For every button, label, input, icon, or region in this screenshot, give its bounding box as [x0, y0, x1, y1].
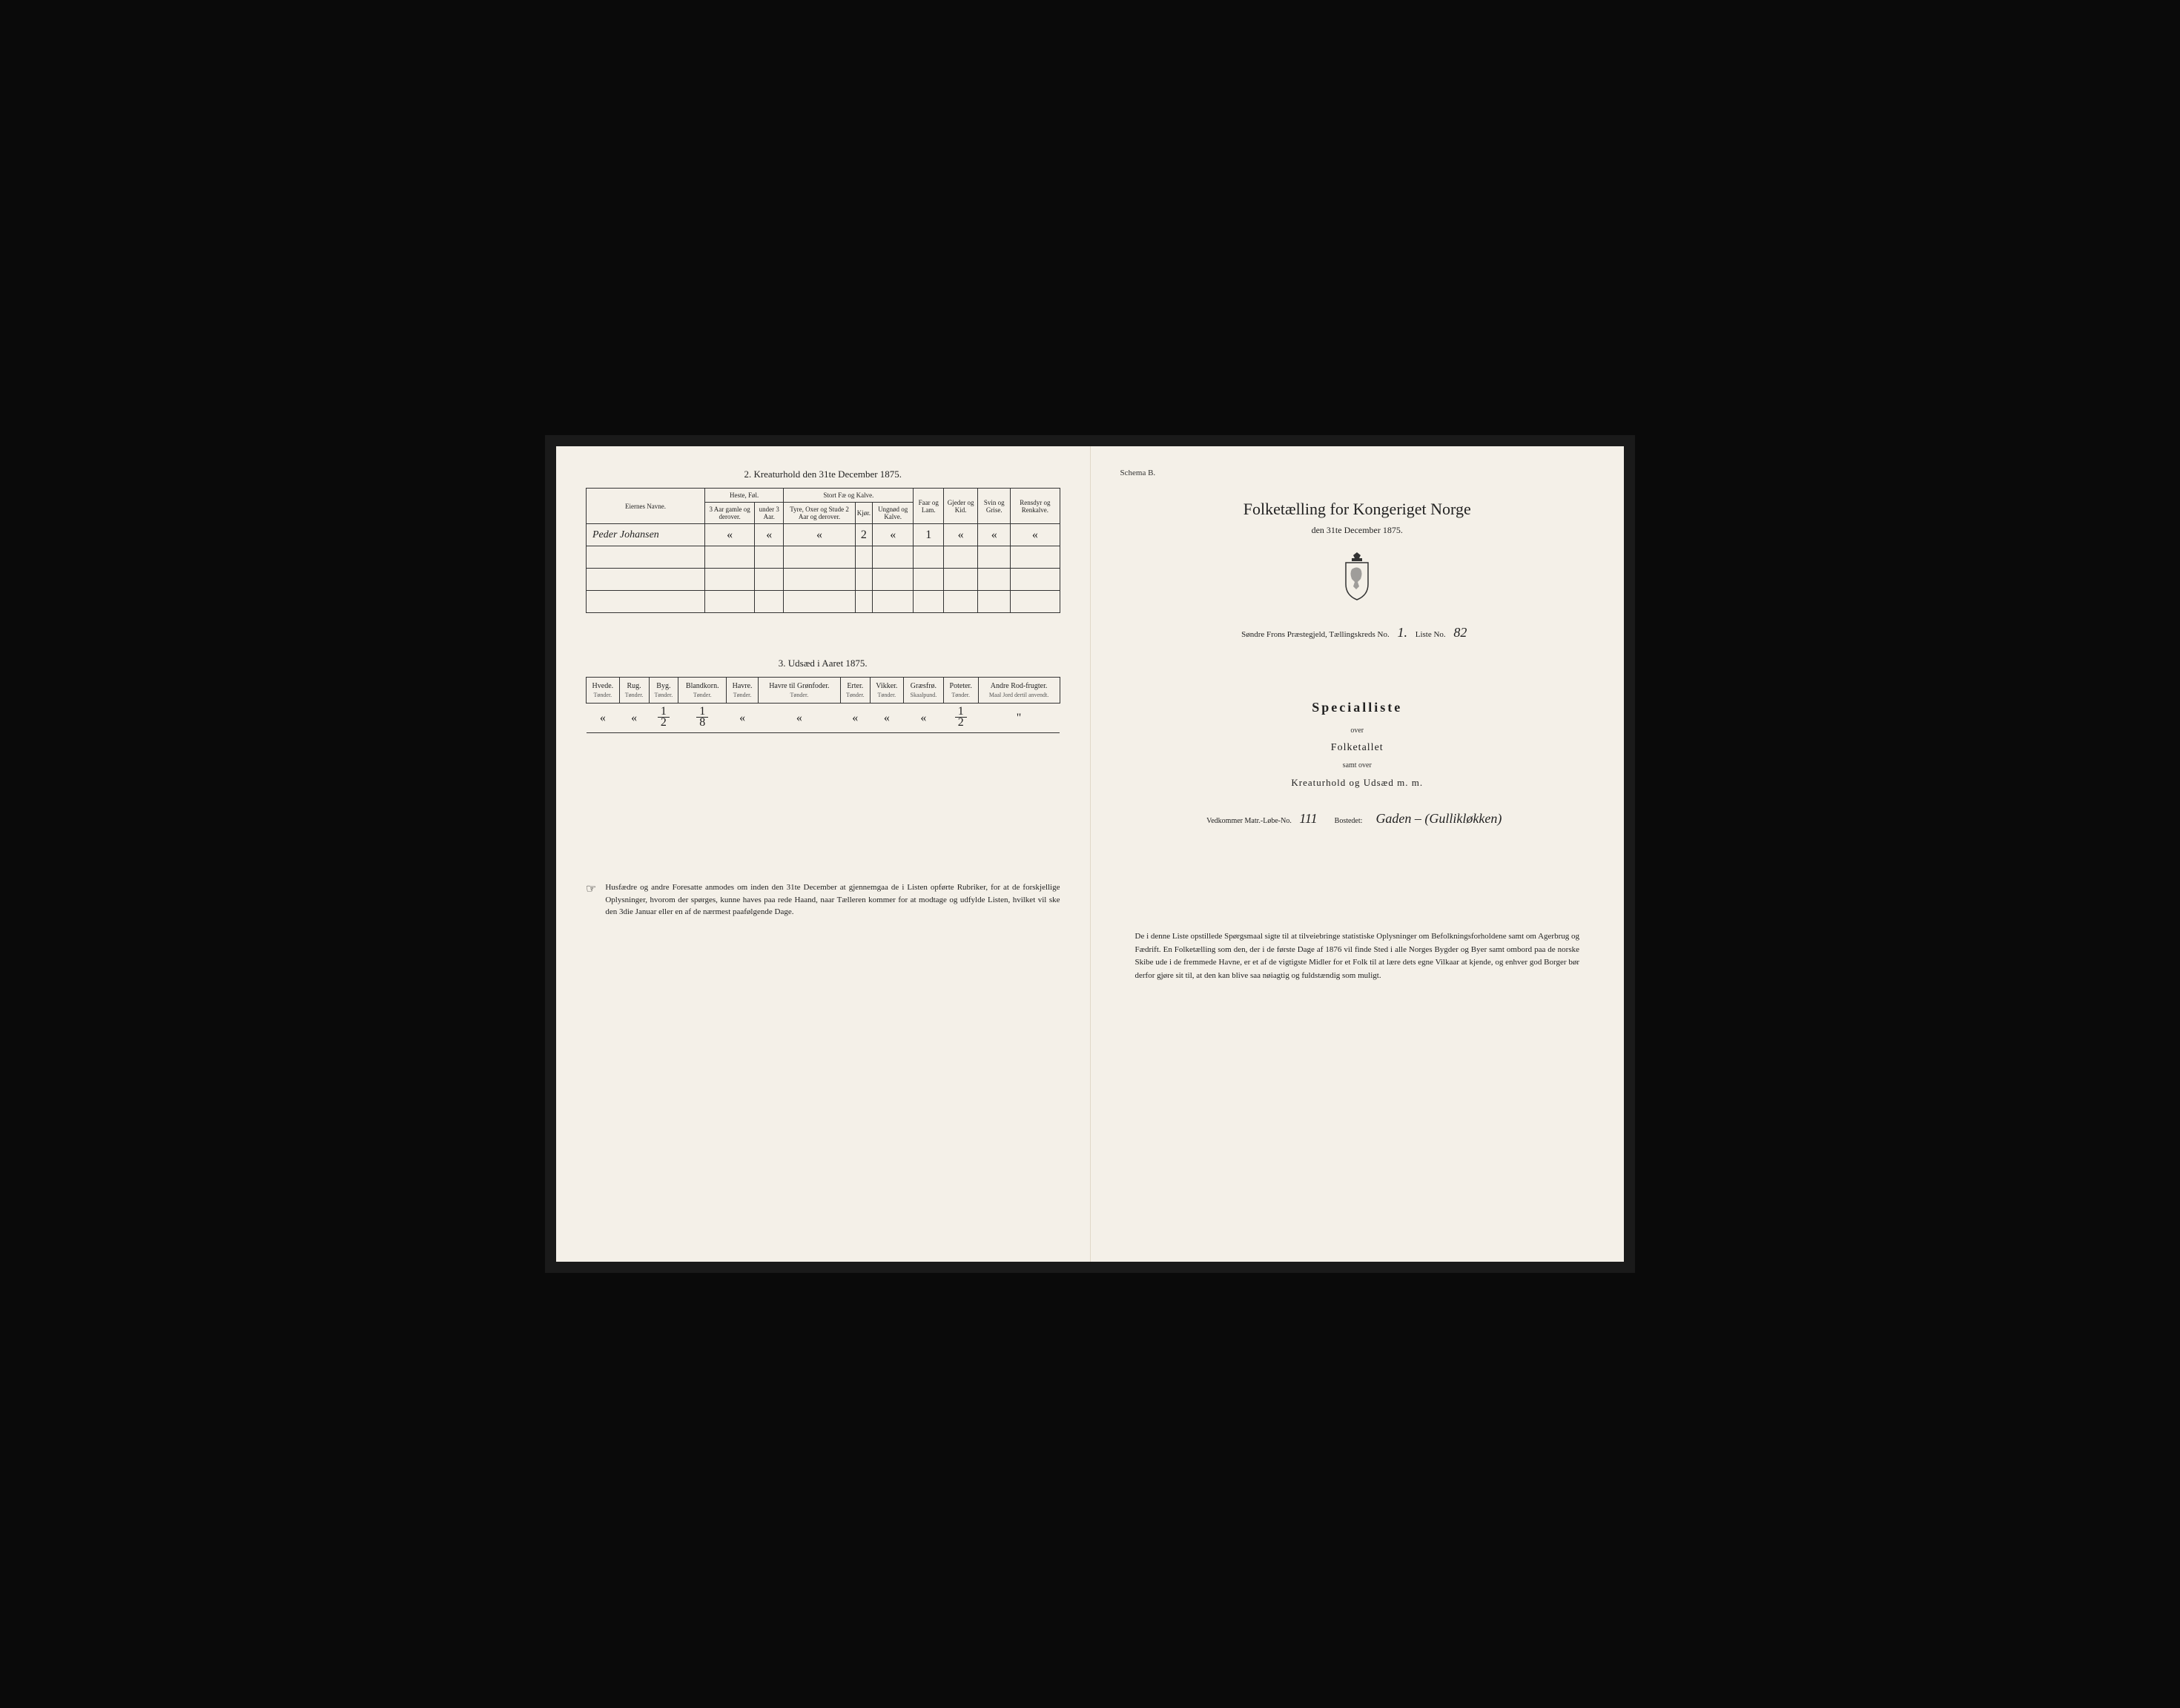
sowing-header-8: Græsfrø.Skaalpund. — [904, 678, 944, 704]
liste-no: 82 — [1453, 625, 1467, 640]
sowing-header-1: Rug.Tønder. — [619, 678, 649, 704]
prestegjeld-line: Søndre Frons Præstegjeld, Tællingskreds … — [1120, 625, 1595, 640]
sowing-header-2: Byg.Tønder. — [649, 678, 678, 704]
sowing-val-2: 12 — [649, 704, 678, 733]
livestock-val-5: 1 — [925, 529, 931, 541]
bosted-label: Bostedet: — [1335, 817, 1363, 825]
livestock-sub-0: 3 Aar gamle og derover. — [705, 503, 755, 524]
table-row — [587, 569, 1060, 591]
right-page: Schema B. Folketælling for Kongeriget No… — [1091, 446, 1625, 1262]
left-footnote-section: ☞ Husfædre og andre Foresatte anmodes om… — [586, 881, 1060, 918]
livestock-sub-2: Tyre, Oxer og Stude 2 Aar og derover. — [784, 503, 855, 524]
livestock-val-8: « — [1032, 529, 1038, 541]
livestock-sub-5: Faar og Lam. — [914, 489, 944, 524]
right-footnote-text: De i denne Liste opstillede Spørgsmaal s… — [1120, 930, 1595, 982]
folketallet: Folketallet — [1120, 742, 1595, 754]
livestock-val-3: 2 — [861, 529, 867, 541]
table-row — [587, 591, 1060, 613]
scan-frame: 2. Kreaturhold den 31te December 1875. E… — [545, 435, 1635, 1273]
sowing-val-5: « — [758, 704, 840, 733]
sowing-val-4: « — [727, 704, 759, 733]
livestock-sub-6: Gjeder og Kid. — [944, 489, 978, 524]
left-page: 2. Kreaturhold den 31te December 1875. E… — [556, 446, 1091, 1262]
sowing-val-8: « — [904, 704, 944, 733]
coat-of-arms-icon — [1120, 551, 1595, 606]
sowing-val-3: 18 — [678, 704, 727, 733]
livestock-name-header: Eiernes Navne. — [587, 489, 705, 524]
section-3-title: 3. Udsæd i Aaret 1875. — [586, 658, 1060, 669]
livestock-sub-1: under 3 Aar. — [755, 503, 784, 524]
sowing-val-1: « — [619, 704, 649, 733]
sowing-header-7: Vikker.Tønder. — [870, 678, 903, 704]
kreds-no: 1. — [1397, 625, 1407, 640]
table-row: ««1218«««««12" — [587, 704, 1060, 733]
subtitle: den 31te December 1875. — [1120, 525, 1595, 536]
livestock-val-1: « — [766, 529, 772, 541]
livestock-group-heste: Heste, Føl. — [705, 489, 784, 503]
over-1: over — [1120, 726, 1595, 735]
sowing-header-10: Andre Rod-frugter.Maal Jord dertil anven… — [978, 678, 1060, 704]
prestegjeld-prefix: Søndre Frons Præstegjeld, Tællingskreds … — [1241, 630, 1390, 639]
livestock-sub-4: Ungnød og Kalve. — [873, 503, 914, 524]
livestock-val-2: « — [816, 529, 822, 541]
livestock-table: Eiernes Navne. Heste, Føl. Stort Fæ og K… — [586, 488, 1060, 613]
matr-line: Vedkommer Matr.-Løbe-No. 111 Bostedet: G… — [1120, 811, 1595, 827]
sowing-header-3: Blandkorn.Tønder. — [678, 678, 727, 704]
livestock-val-0: « — [727, 529, 733, 541]
livestock-group-fae: Stort Fæ og Kalve. — [784, 489, 914, 503]
sowing-header-4: Havre.Tønder. — [727, 678, 759, 704]
livestock-val-7: « — [991, 529, 997, 541]
sowing-val-9: 12 — [943, 704, 978, 733]
kreaturhold-line: Kreaturhold og Udsæd m. m. — [1120, 777, 1595, 789]
document-spread: 2. Kreaturhold den 31te December 1875. E… — [556, 446, 1624, 1262]
table-row: Peder Johansen « « « 2 « 1 « « « — [587, 524, 1060, 546]
left-footnote-text: Husfædre og andre Foresatte anmodes om i… — [605, 881, 1060, 918]
specialliste-title: Specialliste — [1120, 700, 1595, 715]
livestock-val-6: « — [958, 529, 964, 541]
sowing-val-10: " — [978, 704, 1060, 733]
livestock-sub-3: Kjør. — [855, 503, 872, 524]
schema-label: Schema B. — [1120, 469, 1595, 477]
sowing-table: Hvede.Tønder.Rug.Tønder.Byg.Tønder.Bland… — [586, 677, 1060, 733]
livestock-sub-7: Svin og Grise. — [978, 489, 1011, 524]
sowing-header-6: Erter.Tønder. — [840, 678, 870, 704]
samt-over: samt over — [1120, 761, 1595, 769]
liste-label: Liste No. — [1416, 630, 1446, 639]
sowing-val-7: « — [870, 704, 903, 733]
sowing-header-0: Hvede.Tønder. — [587, 678, 620, 704]
sowing-header-9: Poteter.Tønder. — [943, 678, 978, 704]
owner-name: Peder Johansen — [587, 524, 705, 546]
sowing-val-0: « — [587, 704, 620, 733]
main-title: Folketælling for Kongeriget Norge — [1120, 500, 1595, 519]
matr-label: Vedkommer Matr.-Løbe-No. — [1206, 817, 1292, 825]
livestock-sub-8: Rensdyr og Renkalve. — [1011, 489, 1060, 524]
table-row — [587, 546, 1060, 569]
bosted-name: Gaden – (Gullikløkken) — [1375, 811, 1502, 826]
sowing-val-6: « — [840, 704, 870, 733]
matr-no: 111 — [1299, 811, 1317, 826]
sowing-header-5: Havre til Grønfoder.Tønder. — [758, 678, 840, 704]
livestock-val-4: « — [890, 529, 896, 541]
section-2-title: 2. Kreaturhold den 31te December 1875. — [586, 469, 1060, 480]
pointer-icon: ☞ — [586, 881, 596, 918]
